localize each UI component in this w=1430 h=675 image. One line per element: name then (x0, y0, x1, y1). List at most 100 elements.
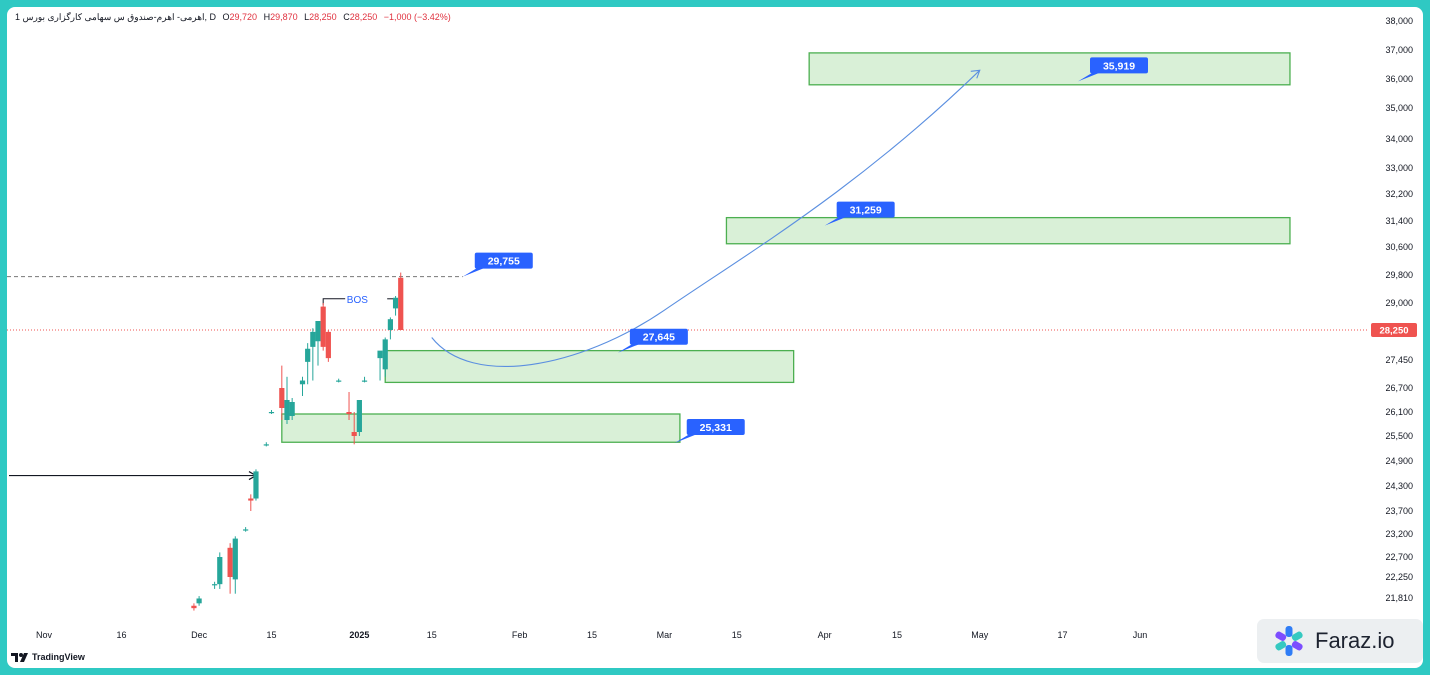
callout-label: 35,919 (1103, 60, 1135, 72)
candle-body[interactable] (217, 557, 223, 585)
candle-body[interactable] (284, 400, 290, 420)
y-tick-label: 27,450 (1385, 355, 1413, 365)
callout-box[interactable] (836, 201, 895, 218)
candle-body[interactable] (232, 538, 238, 580)
candle-body[interactable] (191, 605, 197, 609)
candle-body[interactable] (305, 348, 311, 362)
y-tick-label: 26,100 (1385, 407, 1413, 417)
y-tick-label: 29,800 (1385, 270, 1413, 280)
candle-body[interactable] (299, 380, 306, 385)
y-tick-label: 26,700 (1385, 383, 1413, 393)
x-tick-label: Apr (818, 630, 832, 640)
candle-body[interactable] (356, 400, 362, 432)
y-tick-label: 23,700 (1385, 506, 1413, 516)
projection-curve (431, 69, 981, 367)
callout-box[interactable] (686, 419, 745, 436)
candle-body[interactable] (320, 306, 326, 347)
candle-body[interactable] (377, 350, 383, 359)
high-label: H (263, 12, 271, 22)
x-tick-label: 15 (732, 630, 742, 640)
low-value: 28,250 (309, 12, 337, 22)
high-value: 29,870 (270, 12, 298, 22)
demand-zone[interactable] (384, 349, 795, 384)
y-tick-label: 22,700 (1385, 552, 1413, 562)
candle-body[interactable] (392, 297, 399, 309)
x-tick-label: 15 (587, 630, 597, 640)
bos-label: BOS (347, 295, 368, 306)
candle-body[interactable] (268, 412, 275, 414)
candle-body[interactable] (243, 529, 249, 531)
y-tick-label: 24,900 (1385, 456, 1413, 466)
y-tick-label: 21,810 (1385, 593, 1413, 603)
candle-body[interactable] (387, 319, 393, 330)
faraz-watermark: Faraz.io (1257, 619, 1423, 663)
close-label: C (343, 12, 350, 22)
callout-box[interactable] (474, 252, 533, 269)
y-tick-label: 24,300 (1385, 481, 1413, 491)
last-price-tag[interactable] (1371, 323, 1417, 337)
tradingview-logo[interactable]: TradingView (11, 652, 85, 662)
x-tick-label: Jun (1133, 630, 1148, 640)
change-value: −1,000 (−3.42%) (383, 12, 451, 22)
y-tick-label: 25,500 (1385, 431, 1413, 441)
candle-body[interactable] (227, 547, 233, 577)
y-tick-label: 38,000 (1385, 16, 1413, 26)
candle-body[interactable] (279, 388, 285, 408)
price-chart[interactable]: BOS 35,919 31,259 29,755 27,645 25,331 38,000 3… (7, 7, 1423, 668)
candle-body[interactable] (212, 584, 218, 586)
callout-box[interactable] (629, 328, 688, 345)
candle-body[interactable] (248, 498, 254, 501)
y-tick-label: 36,000 (1385, 74, 1413, 84)
candle-body[interactable] (315, 321, 321, 342)
x-tick-label: Feb (512, 630, 528, 640)
y-tick-label: 22,250 (1385, 572, 1413, 582)
y-tick-label: 35,000 (1385, 103, 1413, 113)
callout-box[interactable] (1090, 57, 1148, 74)
x-tick-label: 15 (266, 630, 276, 640)
candle-body[interactable] (253, 471, 259, 499)
x-tick-label: May (971, 630, 989, 640)
y-tick-label: 37,000 (1385, 45, 1413, 55)
y-tick-label: 34,000 (1385, 134, 1413, 144)
x-tick-label: Mar (657, 630, 673, 640)
candle-body[interactable] (398, 277, 404, 330)
y-tick-label: 30,600 (1385, 242, 1413, 252)
y-tick-label: 23,200 (1385, 529, 1413, 539)
faraz-logo-icon (1275, 626, 1303, 656)
last-price-label: 28,250 (1379, 326, 1408, 337)
chart-frame: BOS 35,919 31,259 29,755 27,645 25,331 38,000 3… (7, 7, 1423, 668)
candle-body[interactable] (310, 331, 316, 347)
x-tick-label: Dec (191, 630, 208, 640)
callout-label: 29,755 (488, 256, 520, 268)
candle-body[interactable] (361, 380, 368, 382)
y-tick-label: 33,000 (1385, 163, 1413, 173)
candle-body[interactable] (325, 331, 331, 359)
x-tick-label: 17 (1057, 630, 1067, 640)
y-tick-label: 29,000 (1385, 298, 1413, 308)
close-value: 28,250 (349, 12, 378, 22)
bos-line (322, 298, 346, 305)
candle-body[interactable] (336, 380, 342, 382)
demand-zone[interactable] (808, 52, 1291, 86)
x-tick-label: Nov (36, 630, 53, 640)
callout-label: 25,331 (700, 422, 732, 434)
candle-body[interactable] (289, 402, 295, 416)
tradingview-label: TradingView (32, 652, 85, 662)
x-tick-label: 15 (427, 630, 437, 640)
candle-body[interactable] (263, 444, 269, 446)
symbol-title: 1 اهرمی- اهرم-صندوق س سهامی کارگزاری بور… (15, 12, 216, 22)
candle-body[interactable] (196, 598, 202, 604)
demand-zone[interactable] (281, 413, 681, 443)
y-tick-label: 32,200 (1385, 189, 1413, 199)
x-tick-label: 16 (117, 630, 127, 640)
projection-arrow-head-icon (970, 69, 981, 79)
callout-label: 31,259 (850, 205, 882, 217)
demand-zone[interactable] (725, 216, 1291, 245)
candle-body[interactable] (382, 339, 388, 370)
candle-body[interactable] (346, 412, 352, 414)
callout-label: 27,645 (643, 332, 675, 344)
low-label: L (304, 12, 310, 22)
x-tick-label: 15 (892, 630, 902, 640)
candle-body[interactable] (351, 432, 357, 436)
y-tick-label: 31,400 (1385, 216, 1413, 226)
